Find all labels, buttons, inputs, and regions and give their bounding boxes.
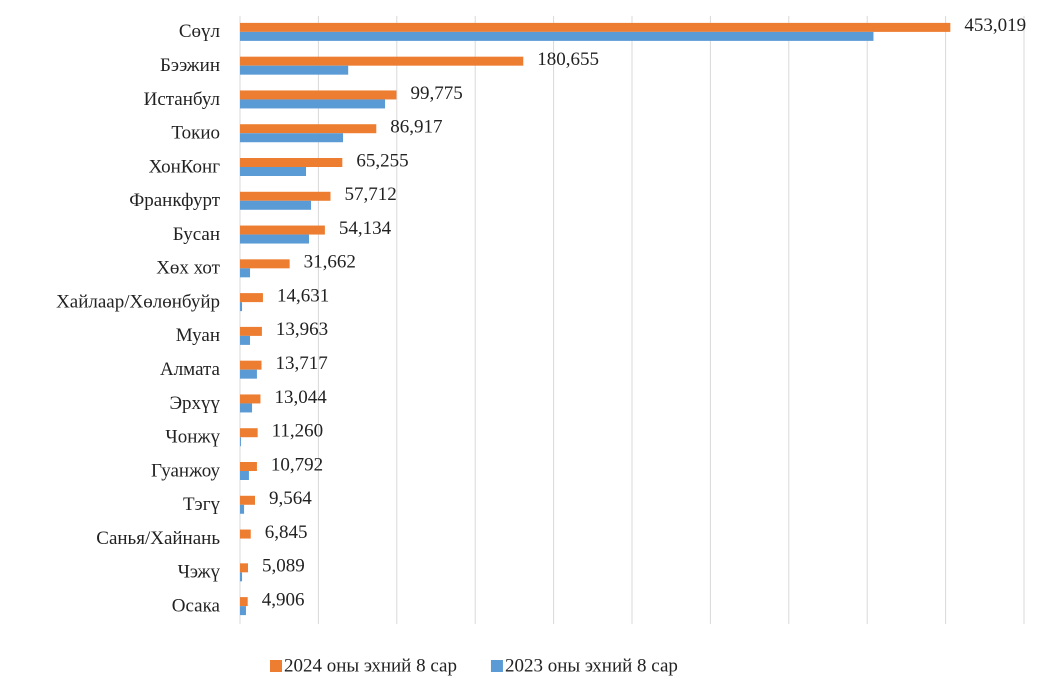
- bar: [240, 133, 344, 143]
- y-tick-label: Чэжү: [178, 562, 221, 583]
- y-tick-label: Истанбул: [144, 89, 221, 110]
- bar: [240, 606, 246, 616]
- bar: [240, 360, 262, 370]
- y-tick-label: Осака: [172, 595, 221, 616]
- legend-swatch: [270, 660, 282, 672]
- data-label: 9,564: [269, 488, 312, 509]
- bar: [240, 259, 290, 269]
- data-label: 86,917: [390, 117, 442, 138]
- bar: [240, 124, 377, 134]
- bar: [240, 200, 312, 210]
- y-tick-label: Гуанжоу: [151, 460, 221, 481]
- legend-label: 2024 оны эхний 8 сар: [284, 655, 457, 676]
- y-tick-label: Хайлаар/Хөлөнбуйр: [56, 291, 220, 312]
- bar: [240, 56, 524, 66]
- bar: [240, 225, 325, 235]
- bar: [240, 394, 261, 404]
- y-tick-label: Муан: [176, 325, 220, 346]
- data-label: 31,662: [304, 252, 356, 273]
- bar: [240, 495, 255, 505]
- data-label: 13,717: [276, 353, 328, 374]
- y-tick-label: Токио: [171, 123, 220, 144]
- data-label: 13,044: [274, 387, 327, 408]
- bar: [240, 428, 258, 438]
- data-label: 10,792: [271, 454, 323, 475]
- bar: [240, 22, 951, 32]
- bar: [240, 158, 343, 167]
- bar: [240, 471, 249, 480]
- legend-label: 2023 оны эхний 8 сар: [505, 655, 678, 676]
- y-tick-label: Франкфурт: [129, 190, 220, 211]
- bar: [240, 403, 253, 413]
- bar: [240, 268, 251, 278]
- bar: [240, 293, 263, 303]
- y-tick-label: Алмата: [160, 359, 221, 380]
- bar: [240, 65, 349, 75]
- y-tick-label: Тэгү: [183, 494, 221, 515]
- bar: [240, 31, 874, 41]
- data-label: 57,712: [344, 184, 396, 205]
- y-tick-label: Санья/Хайнань: [96, 528, 220, 549]
- data-label: 65,255: [356, 150, 408, 171]
- data-label: 54,134: [339, 218, 392, 239]
- bar: [240, 326, 262, 336]
- bar: [240, 504, 245, 514]
- data-label: 6,845: [265, 522, 308, 543]
- bar: [240, 369, 257, 379]
- y-tick-label: Чонжү: [165, 427, 220, 448]
- bar: [240, 234, 309, 244]
- data-label: 4,906: [262, 589, 305, 610]
- bar: [240, 563, 248, 573]
- y-tick-label: Хөх хот: [156, 258, 220, 279]
- bar: [240, 437, 241, 447]
- data-label: 13,963: [276, 319, 328, 340]
- bar: [240, 302, 243, 312]
- data-label: 180,655: [537, 49, 599, 70]
- bar: [240, 572, 243, 582]
- y-tick-label: Сөүл: [179, 21, 221, 42]
- data-label: 5,089: [262, 556, 305, 577]
- bar: [240, 167, 307, 176]
- bar: [240, 191, 331, 201]
- bar: [240, 462, 257, 471]
- bar: [240, 335, 251, 345]
- y-tick-label: Бусан: [173, 224, 220, 245]
- y-tick-label: Бээжин: [160, 55, 220, 76]
- bar: [240, 597, 248, 607]
- data-label: 453,019: [964, 15, 1026, 36]
- legend-swatch: [490, 660, 503, 672]
- data-label: 11,260: [272, 421, 324, 442]
- y-tick-label: Эрхүү: [169, 393, 220, 414]
- bar: [240, 99, 386, 109]
- bar: [240, 529, 251, 539]
- data-label: 99,775: [410, 83, 462, 104]
- bar: [240, 90, 397, 100]
- data-label: 14,631: [277, 285, 329, 306]
- y-tick-label: ХонКонг: [149, 156, 221, 177]
